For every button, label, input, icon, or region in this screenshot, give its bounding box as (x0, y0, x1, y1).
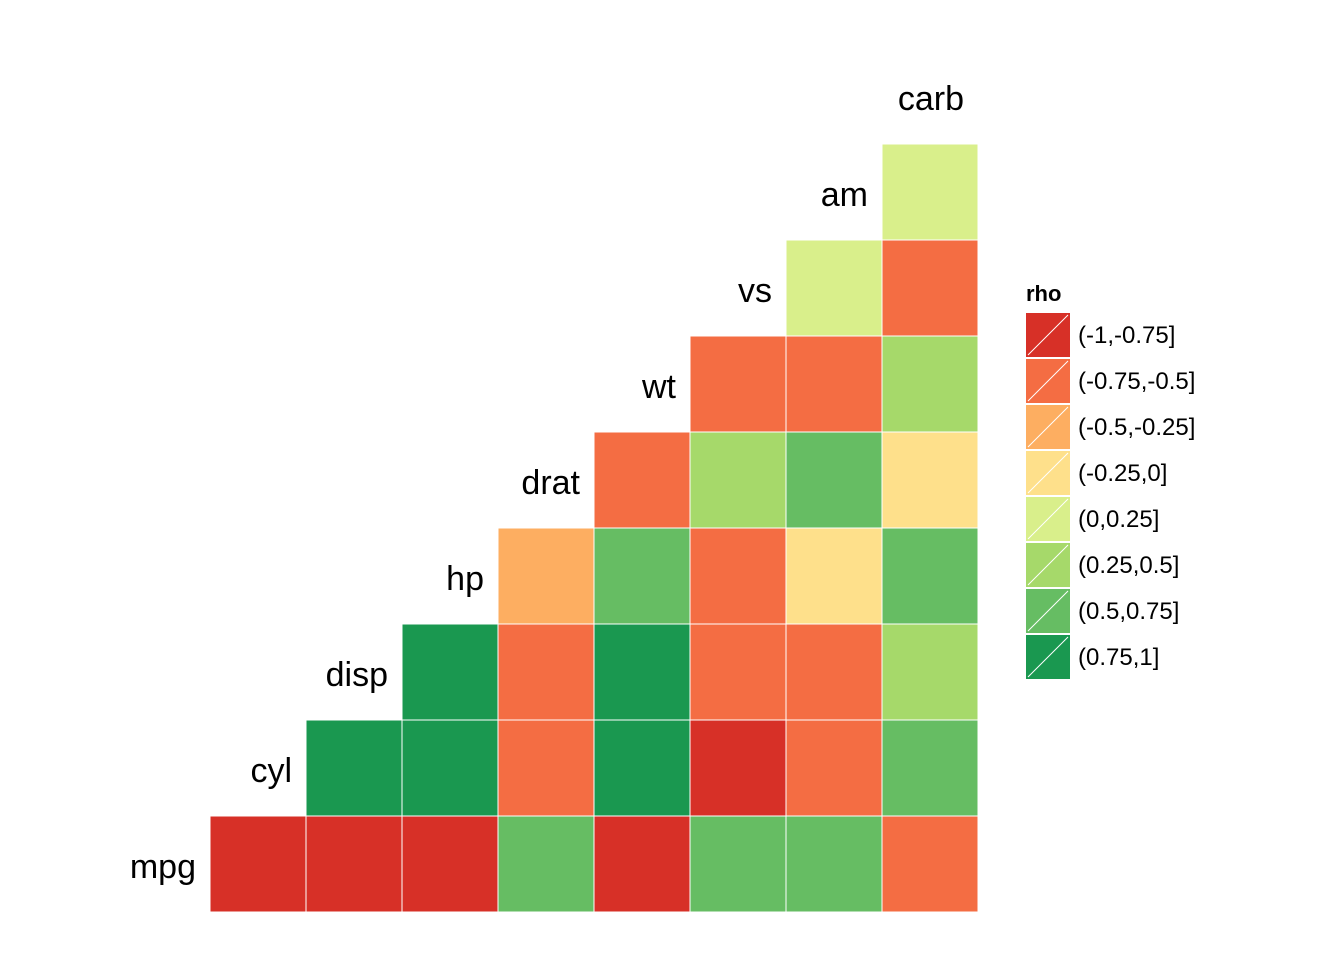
heatmap-cell-mpg-disp (305, 815, 403, 913)
variable-label-wt: wt (641, 368, 677, 406)
heatmap-cell-cyl-drat (497, 719, 595, 817)
heatmap-cell-cyl-vs (689, 719, 787, 817)
variable-label-drat: drat (521, 464, 580, 502)
legend-label-6: (0.5,0.75] (1078, 598, 1179, 625)
legend-key-slash-7 (1027, 636, 1069, 678)
legend-label-1: (-0.75,-0.5] (1078, 368, 1195, 395)
heatmap-cell-cyl-hp (401, 719, 499, 817)
heatmap-cell-cyl-disp (305, 719, 403, 817)
legend-key-slash-6 (1027, 590, 1069, 632)
heatmap-cell-mpg-hp (401, 815, 499, 913)
heatmap-cell-wt-carb (881, 335, 979, 433)
legend-label-0: (-1,-0.75] (1078, 322, 1175, 349)
variable-label-carb: carb (898, 80, 964, 118)
heatmap-cell-drat-carb (881, 431, 979, 529)
heatmap-cell-disp-carb (881, 623, 979, 721)
legend-title: rho (1026, 281, 1061, 306)
heatmap-cell-drat-vs (689, 431, 787, 529)
heatmap-cell-cyl-wt (593, 719, 691, 817)
heatmap-cell-disp-drat (497, 623, 595, 721)
legend-label-2: (-0.5,-0.25] (1078, 414, 1195, 441)
heatmap-cell-vs-am (785, 239, 883, 337)
variable-label-mpg: mpg (130, 848, 196, 886)
legend-label-4: (0,0.25] (1078, 506, 1159, 533)
legend-key-slash-2 (1027, 406, 1069, 448)
heatmap-cell-hp-wt (593, 527, 691, 625)
heatmap-cell-mpg-drat (497, 815, 595, 913)
legend-key-slash-5 (1027, 544, 1069, 586)
variable-label-hp: hp (446, 560, 484, 598)
legend-key-slash-0 (1027, 314, 1069, 356)
heatmap-cell-hp-vs (689, 527, 787, 625)
heatmap-cell-cyl-am (785, 719, 883, 817)
variable-labels: mpg cyl disp hp drat wt vs am carb (130, 80, 964, 886)
heatmap-cell-am-carb (881, 143, 979, 241)
heatmap-cell-wt-am (785, 335, 883, 433)
legend-label-3: (-0.25,0] (1078, 460, 1167, 487)
variable-label-disp: disp (326, 656, 388, 694)
heatmap-cell-disp-am (785, 623, 883, 721)
heatmap-cell-drat-wt (593, 431, 691, 529)
heatmap-cell-hp-carb (881, 527, 979, 625)
heatmap-cells (209, 143, 979, 913)
legend-label-7: (0.75,1] (1078, 644, 1159, 671)
legend: rho (-1,-0.75] (-0.75,-0.5] (-0.5,-0.25] (-… (1026, 281, 1195, 679)
heatmap-cell-hp-am (785, 527, 883, 625)
heatmap-cell-disp-vs (689, 623, 787, 721)
heatmap-cell-hp-drat (497, 527, 595, 625)
variable-label-am: am (821, 176, 868, 214)
heatmap-cell-mpg-am (785, 815, 883, 913)
legend-key-slash-4 (1027, 498, 1069, 540)
heatmap-cell-mpg-carb (881, 815, 979, 913)
heatmap-cell-vs-carb (881, 239, 979, 337)
heatmap-cell-drat-am (785, 431, 883, 529)
variable-label-vs: vs (738, 272, 772, 310)
heatmap-cell-wt-vs (689, 335, 787, 433)
heatmap-cell-mpg-vs (689, 815, 787, 913)
legend-key-slash-1 (1027, 360, 1069, 402)
heatmap-cell-disp-hp (401, 623, 499, 721)
legend-key-slash-3 (1027, 452, 1069, 494)
heatmap-cell-mpg-wt (593, 815, 691, 913)
variable-label-cyl: cyl (250, 752, 292, 790)
legend-label-5: (0.25,0.5] (1078, 552, 1179, 579)
heatmap-cell-mpg-cyl (209, 815, 307, 913)
heatmap-cell-disp-wt (593, 623, 691, 721)
heatmap-cell-cyl-carb (881, 719, 979, 817)
